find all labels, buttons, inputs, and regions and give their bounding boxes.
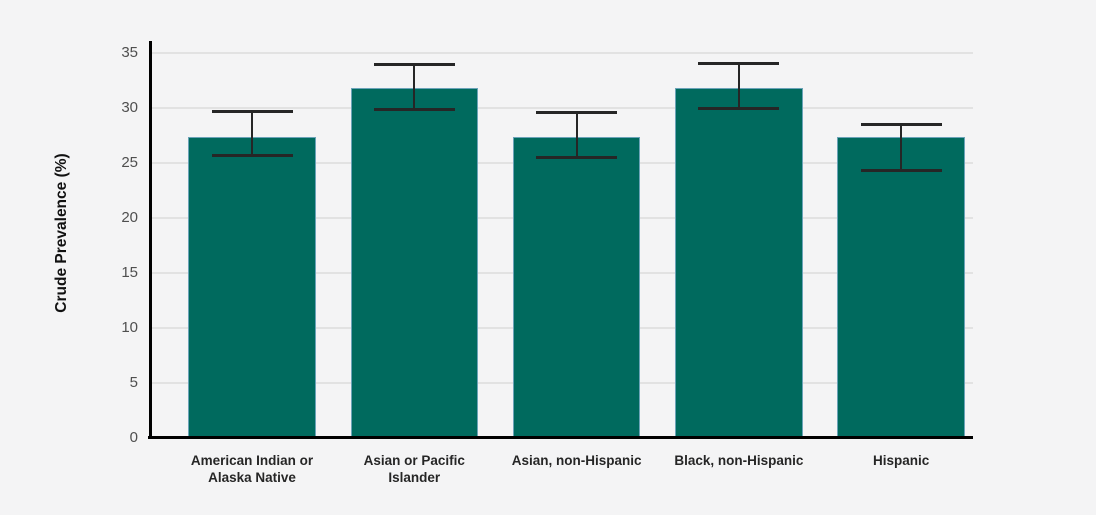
error-bar-stem <box>737 61 740 110</box>
error-bar-cap-bottom <box>373 108 455 112</box>
x-axis-label-black-non-hispanic: Black, non-Hispanic <box>654 452 824 469</box>
x-axis-label-line: Hispanic <box>873 453 930 468</box>
error-bar-stem <box>251 110 253 157</box>
x-axis-label-hispanic: Hispanic <box>816 452 986 469</box>
x-axis-label-line: Asian, non-Hispanic <box>511 453 642 468</box>
x-axis-label-line: Asian or Pacific <box>363 453 465 468</box>
error-bar-cap-bottom <box>860 168 942 172</box>
bar-hispanic[interactable] <box>837 136 965 438</box>
y-tick-label-30: 30 <box>121 99 138 117</box>
error-bar-stem <box>575 111 578 158</box>
bar-asian-non-hispanic[interactable] <box>512 136 641 438</box>
error-bar-stem <box>413 62 416 111</box>
bar-asian-or-pacific-islander[interactable] <box>350 88 479 438</box>
y-tick-label-20: 20 <box>121 209 138 227</box>
gridline-35 <box>151 52 973 55</box>
plot-area <box>148 41 973 439</box>
x-axis-label-line: Black, non-Hispanic <box>674 453 804 468</box>
error-bar-cap-top <box>536 111 618 115</box>
error-bar-cap-top <box>211 110 293 114</box>
bar-black-non-hispanic[interactable] <box>675 88 803 438</box>
x-axis-label-line: Alaska Native <box>208 470 296 485</box>
x-axis-line <box>148 436 973 439</box>
y-tick-label-35: 35 <box>121 44 138 62</box>
y-tick-label-0: 0 <box>129 429 138 446</box>
y-tick-label-10: 10 <box>121 319 138 337</box>
error-bar-cap-top <box>860 123 942 127</box>
error-bar-cap-bottom <box>211 154 293 158</box>
error-bar-stem <box>900 123 903 171</box>
y-tick-label-15: 15 <box>121 264 138 282</box>
y-tick-label-25: 25 <box>121 154 138 172</box>
x-axis-label-line: Islander <box>388 470 441 485</box>
error-bar-cap-bottom <box>536 155 618 159</box>
x-axis-label-american-indian-or-alaska-native: American Indian or Alaska Native <box>167 452 337 486</box>
gridline-30 <box>151 107 973 110</box>
y-axis-line <box>149 41 152 438</box>
y-axis-title: Crude Prevalence (%) <box>53 153 70 313</box>
x-axis-label-asian-or-pacific-islander: Asian or Pacific Islander <box>329 452 499 486</box>
error-bar-cap-bottom <box>698 107 780 111</box>
x-axis-label-asian-non-hispanic: Asian, non-Hispanic <box>492 452 662 469</box>
error-bar-cap-top <box>373 62 455 66</box>
y-tick-label-5: 5 <box>129 374 138 391</box>
error-bar-cap-top <box>698 61 780 65</box>
x-axis-label-line: American Indian or <box>190 453 314 468</box>
bar-american-indian-or-alaska-native[interactable] <box>188 136 316 438</box>
